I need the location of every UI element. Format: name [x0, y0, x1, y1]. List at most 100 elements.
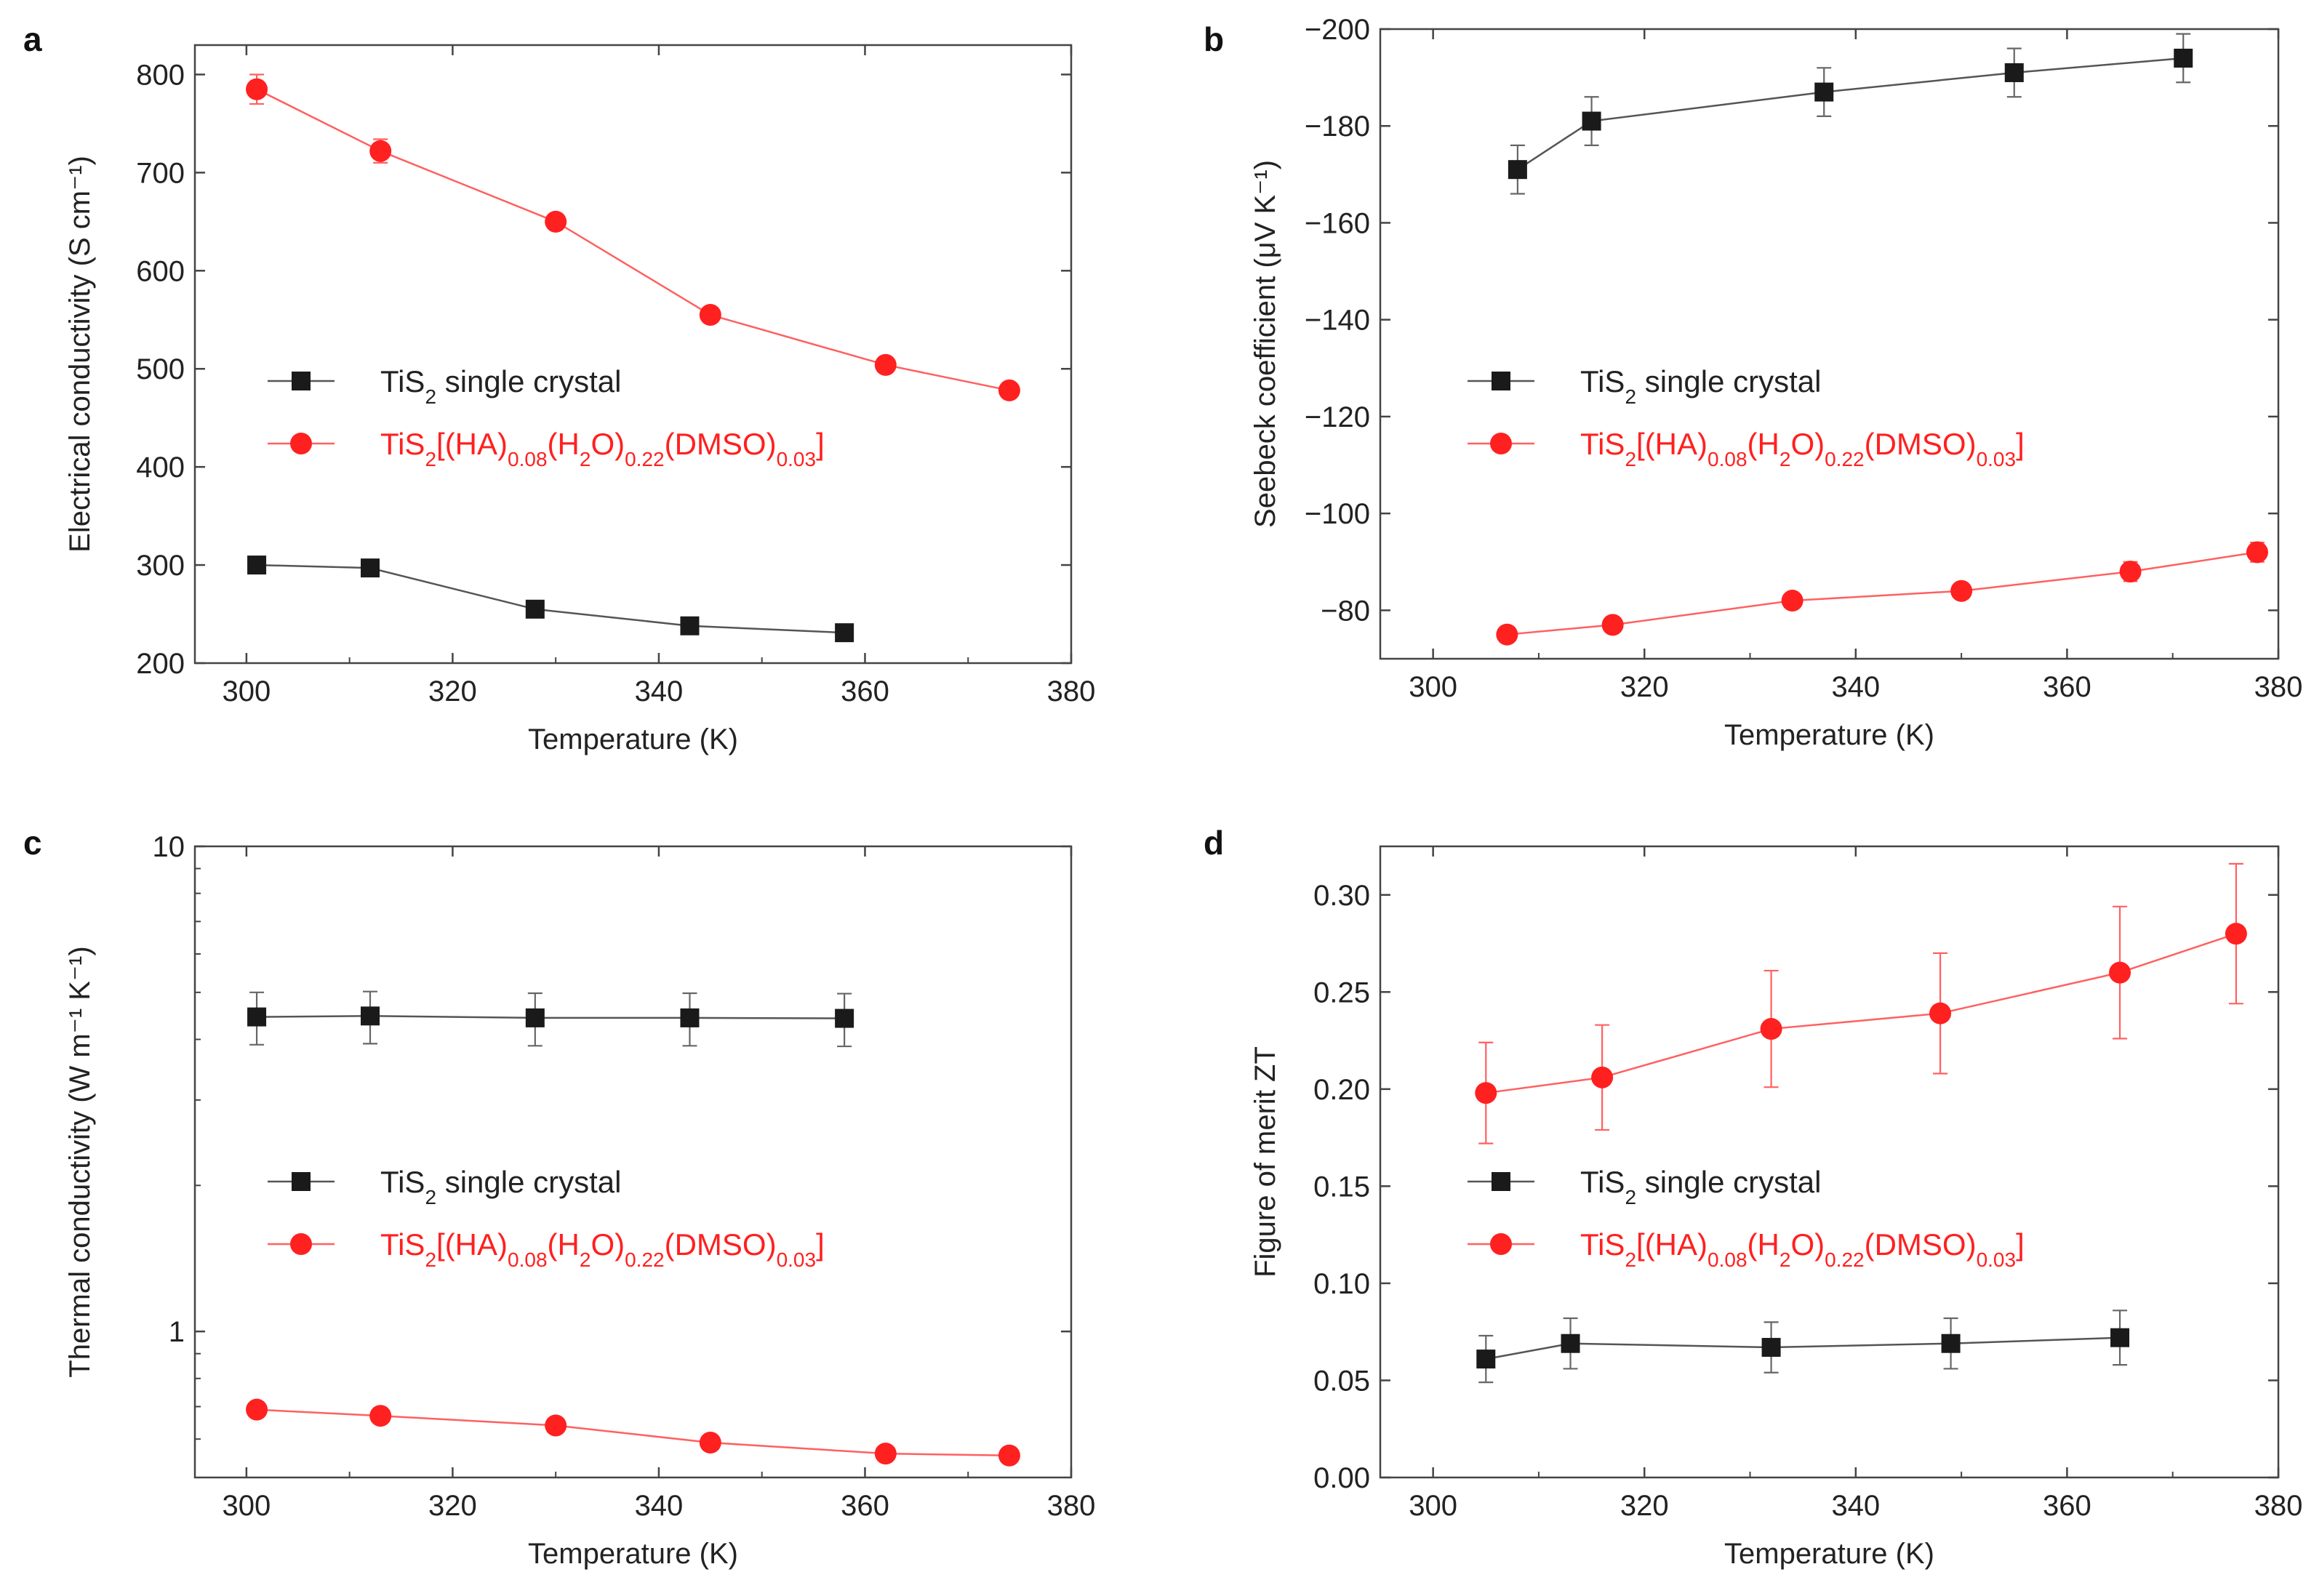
y-axis-label: Seebeck coefficient (μV K⁻¹) [1249, 160, 1281, 528]
data-point [874, 1443, 897, 1465]
series-tis2-hybrid [1496, 541, 2268, 646]
y-tick-label: 300 [136, 550, 185, 582]
y-tick-label: 0.10 [1313, 1268, 1370, 1300]
x-tick-label: 340 [635, 1490, 684, 1522]
y-tick-label: 0.30 [1313, 880, 1370, 912]
data-point [2225, 923, 2247, 945]
data-point [2004, 63, 2024, 82]
y-tick-label: 700 [136, 157, 185, 189]
data-point [525, 1008, 545, 1027]
y-tick-label: −180 [1305, 111, 1370, 143]
series-line [1486, 1336, 2121, 1360]
y-axis-label: Thermal conductivity (W m⁻¹ K⁻¹) [64, 946, 96, 1377]
y-tick-label: −140 [1305, 305, 1370, 337]
data-point [1761, 1338, 1781, 1358]
y-axis-label: Electrical conductivity (S cm⁻¹) [64, 156, 96, 553]
series-line [1486, 932, 2237, 1094]
series-tis2-single-crystal [247, 556, 854, 643]
y-tick-label: 0.05 [1313, 1365, 1370, 1397]
data-point [835, 623, 854, 643]
legend: TiS2 single crystal TiS2[(HA)0.08(H2O)0.2… [1468, 364, 2025, 470]
y-tick-label: 600 [136, 255, 185, 287]
data-point [1601, 614, 1624, 636]
data-point [545, 1414, 567, 1437]
data-point [361, 558, 380, 578]
legend-label: TiS2 single crystal [1580, 1165, 1821, 1208]
data-point [247, 1007, 267, 1027]
legend-marker [1492, 1172, 1510, 1191]
plot-frame [1379, 845, 2280, 1479]
y-tick-label: 1 [169, 1316, 185, 1348]
data-point [1591, 1066, 1614, 1088]
plot-frame [193, 845, 1073, 1479]
y-tick-label: 0.20 [1313, 1074, 1370, 1106]
data-point [1475, 1082, 1497, 1104]
y-tick-label: 400 [136, 452, 185, 484]
legend-marker [290, 433, 312, 454]
panel-a: a 300 320 340 360 380 200 300 400 500 600 700 800 Tem… [23, 20, 1095, 755]
data-point [998, 1444, 1020, 1467]
data-point [1781, 590, 1803, 612]
x-tick-label: 300 [223, 675, 271, 707]
x-tick-label: 320 [1620, 671, 1669, 703]
series-tis2-hybrid [246, 1398, 1020, 1467]
x-tick-label: 380 [2254, 671, 2303, 703]
panel-letter: a [23, 20, 42, 58]
series-line [1507, 551, 2258, 635]
panel-letter: b [1204, 20, 1224, 58]
x-tick-label: 320 [428, 675, 477, 707]
data-point [1950, 580, 1973, 602]
data-point [1508, 160, 1527, 180]
data-point [2119, 561, 2142, 583]
y-tick-label: 10 [153, 831, 185, 863]
y-tick-label: −80 [1321, 595, 1370, 627]
data-point [1561, 1334, 1580, 1353]
data-point [1476, 1350, 1496, 1369]
data-point [1760, 1018, 1782, 1040]
legend-label: TiS2 single crystal [380, 1165, 621, 1208]
data-point [1941, 1334, 1961, 1353]
legend-marker [1490, 433, 1512, 454]
legend-marker [292, 1172, 311, 1191]
data-point [2110, 1328, 2130, 1347]
data-point [246, 78, 268, 100]
legend-label: TiS2[(HA)0.08(H2O)0.22(DMSO)0.03] [380, 1227, 825, 1271]
x-axis-label: Temperature (K) [528, 723, 738, 755]
x-tick-label: 380 [1047, 1490, 1096, 1522]
x-tick-label: 360 [841, 675, 889, 707]
y-tick-label: 800 [136, 59, 185, 91]
x-tick-label: 340 [1831, 671, 1880, 703]
plot-frame [1379, 28, 2280, 660]
series-tis2-single-crystal [1508, 33, 2193, 195]
legend-label: TiS2 single crystal [1580, 364, 1821, 408]
x-axis-label: Temperature (K) [1724, 1538, 1934, 1570]
legend-marker [292, 372, 311, 390]
data-point [699, 304, 721, 326]
y-tick-label: −100 [1305, 498, 1370, 530]
series-tis2-single-crystal [1476, 1310, 2130, 1384]
x-tick-label: 300 [1409, 671, 1457, 703]
data-point [1582, 111, 1601, 131]
data-point [2174, 48, 2193, 68]
x-tick-label: 320 [428, 1490, 477, 1522]
data-point [1496, 623, 1518, 646]
data-point [998, 379, 1020, 401]
legend: TiS2 single crystal TiS2[(HA)0.08(H2O)0.2… [1468, 1165, 2025, 1271]
x-axis-label: Temperature (K) [1724, 719, 1934, 751]
panel-c: c 300 320 340 360 380 1 10 Temperature (K) Therma… [23, 824, 1095, 1570]
data-point [369, 140, 392, 162]
x-tick-label: 360 [841, 1490, 889, 1522]
x-tick-label: 380 [1047, 675, 1096, 707]
data-point [699, 1432, 721, 1454]
x-axis-label: Temperature (K) [528, 1538, 738, 1570]
plot-frame [193, 44, 1073, 665]
panel-letter: d [1204, 824, 1224, 862]
series-line [257, 1015, 845, 1019]
y-tick-label: 0.00 [1313, 1462, 1370, 1494]
legend: TiS2 single crystal TiS2[(HA)0.08(H2O)0.2… [268, 1165, 825, 1271]
panel-b: b 300 320 340 360 380 −80 −100 −120 −140 −160 −180 −… [1204, 14, 2302, 751]
x-tick-label: 340 [1831, 1490, 1880, 1522]
series-tis2-hybrid [1475, 862, 2247, 1144]
